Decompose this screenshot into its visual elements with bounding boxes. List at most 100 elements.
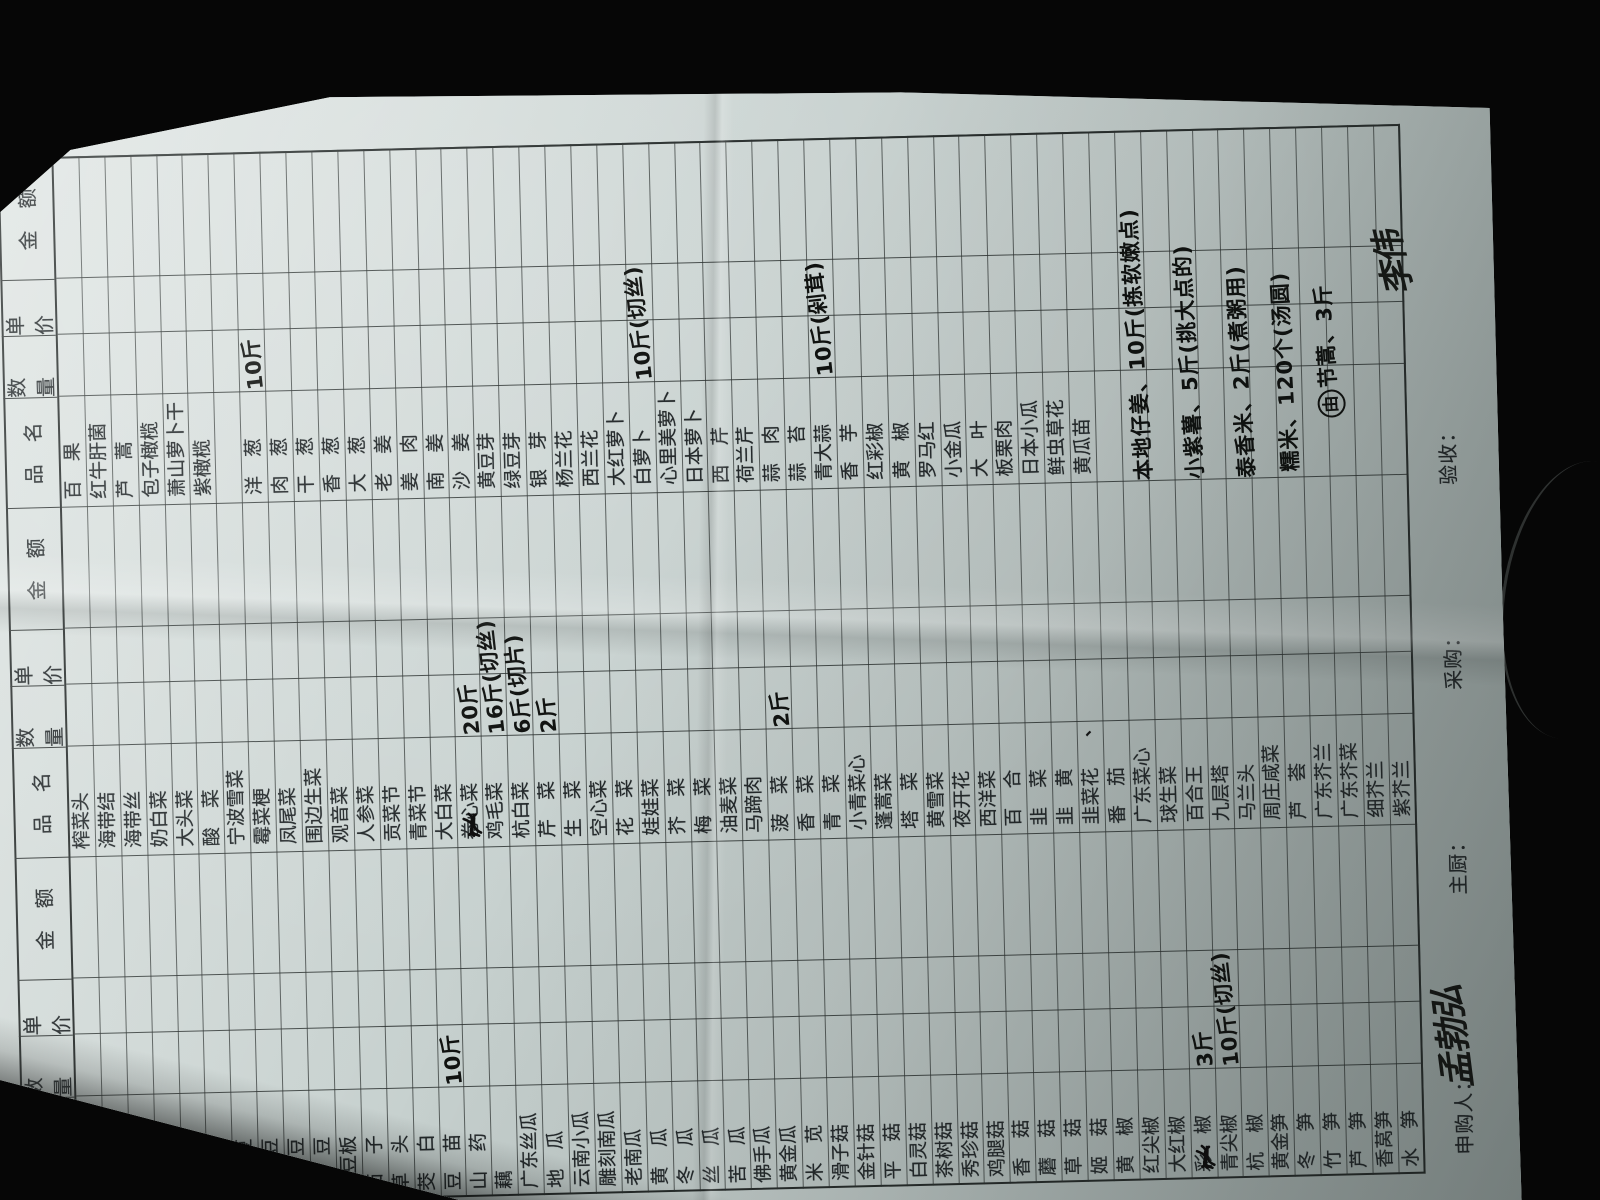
item-name: 鲜虫草花 (1045, 399, 1069, 476)
item-name: 韭 黄 (1054, 767, 1078, 826)
item-name: 黄豆芽 (476, 432, 500, 490)
item-name: 蒜 肉 (761, 425, 784, 483)
item-name: 韭菜花、 (1074, 720, 1104, 825)
item-name: 香 葱 (321, 435, 344, 494)
item-name: 贡菜节 (381, 784, 405, 842)
item-name: 秀珍菇 (959, 1120, 983, 1178)
item-name: 南 姜 (424, 433, 448, 491)
item-name: 罗马红 (916, 421, 940, 479)
item-name: 马蹄肉 (744, 775, 767, 834)
scribble-strikeout-icon (461, 812, 482, 838)
item-name: 红牛肝菌 (87, 422, 111, 500)
item-name: 佛手瓜 (752, 1125, 776, 1183)
item-name: 香莴笋 (1374, 1110, 1397, 1168)
item-name: 黄金笋 (1270, 1112, 1293, 1171)
item-name: 茶树菇 (933, 1121, 957, 1179)
item-name: 西洋菜 (977, 769, 1000, 828)
item-name: 芦 荟 (1287, 762, 1311, 820)
item-name: 宁波雪菜 (225, 769, 249, 846)
item-name: 马兰头 (1236, 763, 1259, 822)
item-name: 霉菜梗 (252, 787, 275, 846)
item-name: 芹 菜 (536, 780, 560, 839)
header-cell: 金 额 (0, 156, 55, 281)
table-body: 玉 米毛豆节 毛豆米 荷兰豆 甜蜜豆 酸缸豆土 豆小土豆缸 豆刀 豆青豆板茄 子草 头茭… (53, 123, 1426, 1200)
header-cell: 品 名 (20, 1096, 78, 1200)
item-name: 蒜 苔 (787, 424, 810, 482)
checker-label: 验收： (1437, 421, 1461, 486)
item-name: 玉 米 (79, 1141, 102, 1200)
item-name: 云南小瓜 (570, 1110, 594, 1188)
item-name: 干 葱 (295, 436, 318, 494)
item-name: 姜 肉 (398, 433, 422, 492)
item-name: 杨兰花 (554, 430, 577, 488)
item-name: 雕刻南瓜 (596, 1110, 620, 1187)
note-text: 节蒿、3斤 (1310, 283, 1341, 389)
item-name: 紫橄榄 (191, 438, 215, 497)
item-name: 黄瓜苗 (1072, 417, 1095, 475)
item-name: 缸 豆 (286, 1136, 309, 1195)
item-name: 心里美萝卜 (656, 389, 681, 486)
item-row: 彩 椒 3斤 (1183, 828, 1219, 1180)
item-name: 细芥兰 (1365, 760, 1388, 818)
header-cell: 品 名 (11, 746, 69, 858)
item-name: 空心菜 (588, 779, 612, 837)
item-name: 彩 椒 (1193, 1115, 1216, 1172)
item-name: 大 叶 (968, 419, 991, 478)
item-name: 白萝卜 (631, 428, 655, 486)
header-cell: 数 量 (10, 684, 67, 748)
item-name: 毛豆米 (131, 1140, 154, 1199)
item-name: 银 芽 (528, 430, 551, 489)
item-name: 老南瓜 (623, 1128, 646, 1187)
item-name: 萧山萝卜干 (164, 401, 189, 498)
item-name: 草 头 (390, 1134, 413, 1192)
item-name: 荷兰芹 (735, 425, 758, 484)
header-cell: 数 量 (18, 1034, 75, 1098)
header-cell: 品 名 (3, 396, 60, 509)
item-name: 生 菜 (562, 780, 586, 838)
item-name: 豆 苗 (441, 1133, 465, 1191)
column-group: 榨菜头 海带结 海带丝 奶白菜 大头菜酸 菜宁波雪菜 霉菜梗 凤尾菜 围边生菜 观音菜 人参菜 贡菜… (61, 473, 1417, 857)
item-name: 酸缸豆 (208, 1138, 232, 1197)
item-name: 绿豆芽 (502, 431, 525, 489)
item-name: 冬 笋 (1296, 1112, 1319, 1170)
item-name: 球生菜 (1158, 765, 1181, 823)
header-cell: 金 额 (14, 856, 72, 980)
item-name: 奶白菜 (148, 790, 171, 848)
item-name: 紫芥兰 (1391, 759, 1414, 818)
item-name: 广东芥菜 (1339, 742, 1363, 819)
item-name: 茄 子 (364, 1134, 387, 1193)
item-name: 小青菜心 (847, 754, 871, 831)
item-name: 藕 (494, 1169, 517, 1190)
item-name: 冬 瓜 (674, 1127, 698, 1185)
item-name: 荷兰豆 (157, 1140, 180, 1198)
item-name: 大红椒 (1166, 1115, 1190, 1173)
item-name: 广东菜心 (1132, 747, 1155, 824)
item-name: 西兰花 (580, 429, 603, 488)
item-name: 杭白菜 (511, 781, 534, 839)
item-name: 番 茄 (1106, 766, 1129, 825)
item-name: 地 瓜 (545, 1130, 568, 1189)
item-name: 沙 姜 (450, 432, 474, 491)
item-name: 鸡腿菇 (985, 1119, 1009, 1178)
header-cell: 数 量 (1, 334, 58, 399)
item-name: 小土豆 (260, 1137, 284, 1196)
scribble-strikeout-icon (1195, 1144, 1216, 1170)
item-name: 人参菜 (355, 785, 379, 843)
item-name: 红尖椒 (1141, 1115, 1164, 1174)
item-name: 大白菜 (433, 783, 456, 841)
item-name: 山 药 (467, 1132, 491, 1190)
item-name: 板栗肉 (994, 419, 1017, 477)
item-name: 大头菜 (174, 789, 197, 848)
buyer-label: 采购： (1442, 626, 1466, 690)
requisition-form: 品 名数 量单 价金 额品 名数 量单 价金 额品 名数 量单 价金 额 玉 米… (0, 122, 1498, 1200)
item-name: 米 苋 (804, 1124, 827, 1182)
chef-label: 主厨： (1447, 831, 1471, 895)
header-cell: 金 额 (5, 506, 63, 631)
item-name: 小金瓜 (942, 420, 966, 479)
item-name: 九层塔 (1210, 764, 1233, 822)
item-name: 青尖椒 (1218, 1114, 1242, 1172)
item-name: 塔 菜 (899, 771, 922, 830)
item-name: 刀 豆 (312, 1136, 335, 1194)
item-name: 青豆板 (338, 1135, 361, 1194)
